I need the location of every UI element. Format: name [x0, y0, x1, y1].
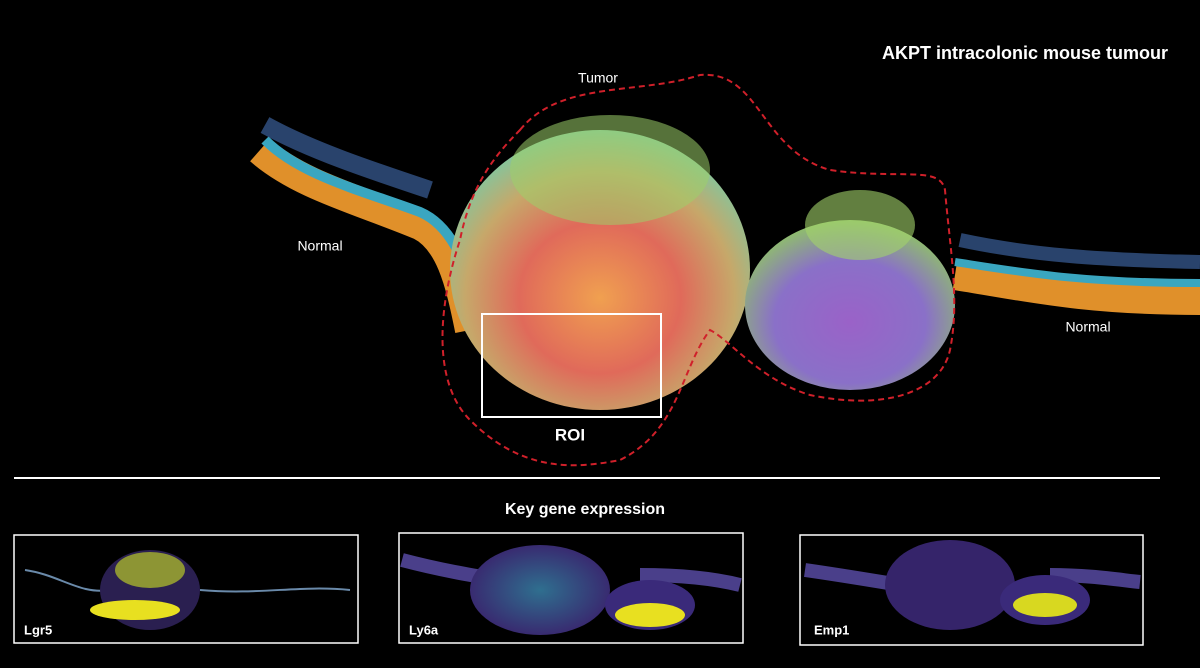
region-label: ROI — [555, 425, 585, 444]
section-title: Key gene expression — [505, 501, 665, 518]
region-label: Tumor — [578, 70, 618, 86]
panel-label: Lgr5 — [24, 622, 52, 637]
roi-box — [481, 313, 662, 418]
panel-label: Ly6a — [409, 622, 439, 637]
panel-label: Emp1 — [814, 622, 849, 637]
tumor-outline — [441, 73, 956, 467]
region-label: Normal — [1065, 319, 1110, 335]
region-label: Normal — [297, 238, 342, 254]
panel: Emp1 — [799, 534, 1144, 646]
panel: Lgr5 — [13, 534, 359, 644]
tissue-image — [250, 115, 1200, 410]
title: AKPT intracolonic mouse tumour — [882, 43, 1168, 63]
panel: Ly6a — [398, 532, 744, 644]
